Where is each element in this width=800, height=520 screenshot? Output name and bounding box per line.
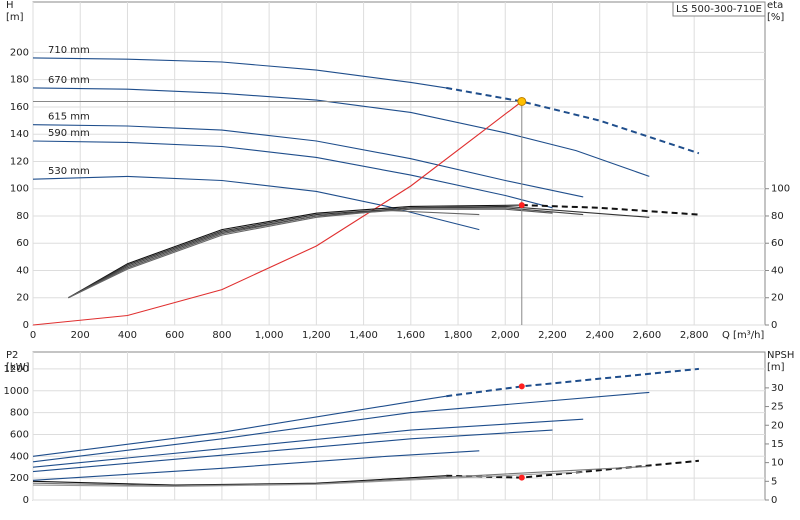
y2-axis-label: NPSH [767,350,794,361]
x-tick-label: 2,600 [633,330,662,341]
y2-axis-label: eta [767,0,783,11]
x-tick-label: 1,800 [444,330,473,341]
x-tick-label: 0 [30,330,36,341]
y2-tick-label: 30 [771,383,784,394]
curve [521,204,699,216]
x-tick-label: 2,400 [585,330,614,341]
y-tick-label: 40 [16,265,29,276]
x-tick-label: 2,200 [538,330,567,341]
curve [68,205,650,299]
x-tick-label: 1,600 [396,330,425,341]
x-tick-label: 800 [212,330,231,341]
curve [32,140,553,209]
curve-label: 590 mm [48,128,90,139]
y-axis-label: [m] [6,12,24,23]
y2-tick-label: 0 [771,320,777,331]
y-tick-label: 80 [16,211,29,222]
curve-label: 615 mm [48,112,90,123]
y-tick-label: 200 [10,47,29,58]
x-tick-label: 200 [71,330,90,341]
curve-label: 710 mm [48,45,90,56]
y2-tick-label: 40 [771,265,784,276]
y-tick-label: 1000 [4,386,29,397]
curve [32,391,650,463]
y2-tick-label: 20 [771,420,784,431]
duty-point [517,96,527,106]
x-tick-label: 2,000 [491,330,520,341]
y-tick-label: 120 [10,156,29,167]
y-tick-label: 0 [23,320,29,331]
curve [68,204,522,299]
curve [32,124,584,198]
title-box [672,1,766,17]
y2-tick-label: 10 [771,458,784,469]
x-tick-label: 2,800 [680,330,709,341]
y2-tick-label: 0 [771,495,777,506]
x-tick-label: 400 [118,330,137,341]
duty-point [518,383,525,390]
duty-point [518,202,525,209]
curve-label: 670 mm [48,75,90,86]
x-tick-label: 1,000 [255,330,284,341]
y-tick-label: 200 [10,473,29,484]
curve [32,471,584,488]
chart-title: LS 500-300-710E [676,4,762,15]
x-tick-label: 600 [165,330,184,341]
curve [32,57,447,89]
plot-frame [32,351,766,501]
y-axis-label: [kW] [6,362,30,373]
y-tick-label: 1200 [4,364,29,375]
curve [32,418,584,468]
y-tick-label: 600 [10,429,29,440]
y2-tick-label: 20 [771,293,784,304]
y2-tick-label: 60 [771,238,784,249]
curve [68,208,553,299]
y-tick-label: 140 [10,129,29,140]
curve [32,450,480,481]
curve [32,101,523,326]
y2-tick-label: 100 [771,184,790,195]
y-axis-label: P2 [6,350,18,361]
y-tick-label: 800 [10,408,29,419]
x-tick-label: 1,200 [302,330,331,341]
curve [68,209,480,299]
y-axis-label: H [6,0,14,11]
x-tick-label: 1,400 [349,330,378,341]
y2-tick-label: 25 [771,402,784,413]
y-tick-label: 60 [16,238,29,249]
y-tick-label: 400 [10,451,29,462]
y-tick-label: 100 [10,184,29,195]
duty-point [518,474,525,481]
curve [32,429,553,473]
y-tick-label: 20 [16,293,29,304]
curve [32,87,650,177]
y-tick-label: 0 [23,495,29,506]
plot-frame [32,1,766,326]
y2-tick-label: 15 [771,439,784,450]
y2-tick-label: 5 [771,476,777,487]
curve-label: 530 mm [48,166,90,177]
y2-tick-label: 80 [771,211,784,222]
y-tick-label: 180 [10,75,29,86]
y-tick-label: 160 [10,102,29,113]
curve [32,475,447,486]
x-axis-label: Q [m³/h] [722,330,764,341]
curve [32,395,447,457]
curve [446,367,699,398]
y2-axis-label: [m] [767,362,785,373]
y2-axis-label: [%] [767,12,784,23]
